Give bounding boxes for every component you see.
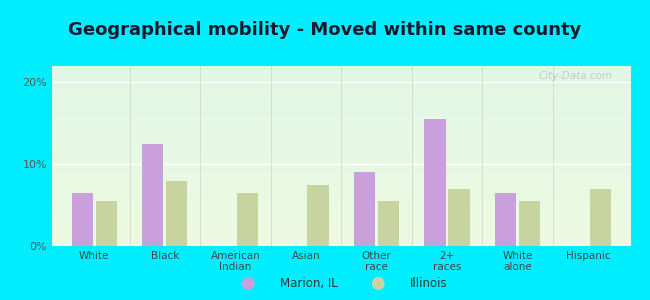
Bar xyxy=(237,193,258,246)
Text: Marion, IL: Marion, IL xyxy=(280,277,337,290)
Bar xyxy=(424,119,446,246)
Bar xyxy=(166,181,187,246)
Bar xyxy=(519,201,540,246)
Bar xyxy=(142,144,163,246)
Bar xyxy=(307,184,328,246)
Bar xyxy=(495,193,516,246)
Text: City-Data.com: City-Data.com xyxy=(539,71,613,81)
Text: ●: ● xyxy=(370,274,384,292)
Text: Geographical mobility - Moved within same county: Geographical mobility - Moved within sam… xyxy=(68,21,582,39)
Bar xyxy=(354,172,375,246)
Bar xyxy=(448,189,470,246)
Bar xyxy=(378,201,399,246)
Bar xyxy=(72,193,93,246)
Text: Illinois: Illinois xyxy=(410,277,447,290)
Bar xyxy=(96,201,117,246)
Bar xyxy=(590,189,611,246)
Text: ●: ● xyxy=(240,274,254,292)
